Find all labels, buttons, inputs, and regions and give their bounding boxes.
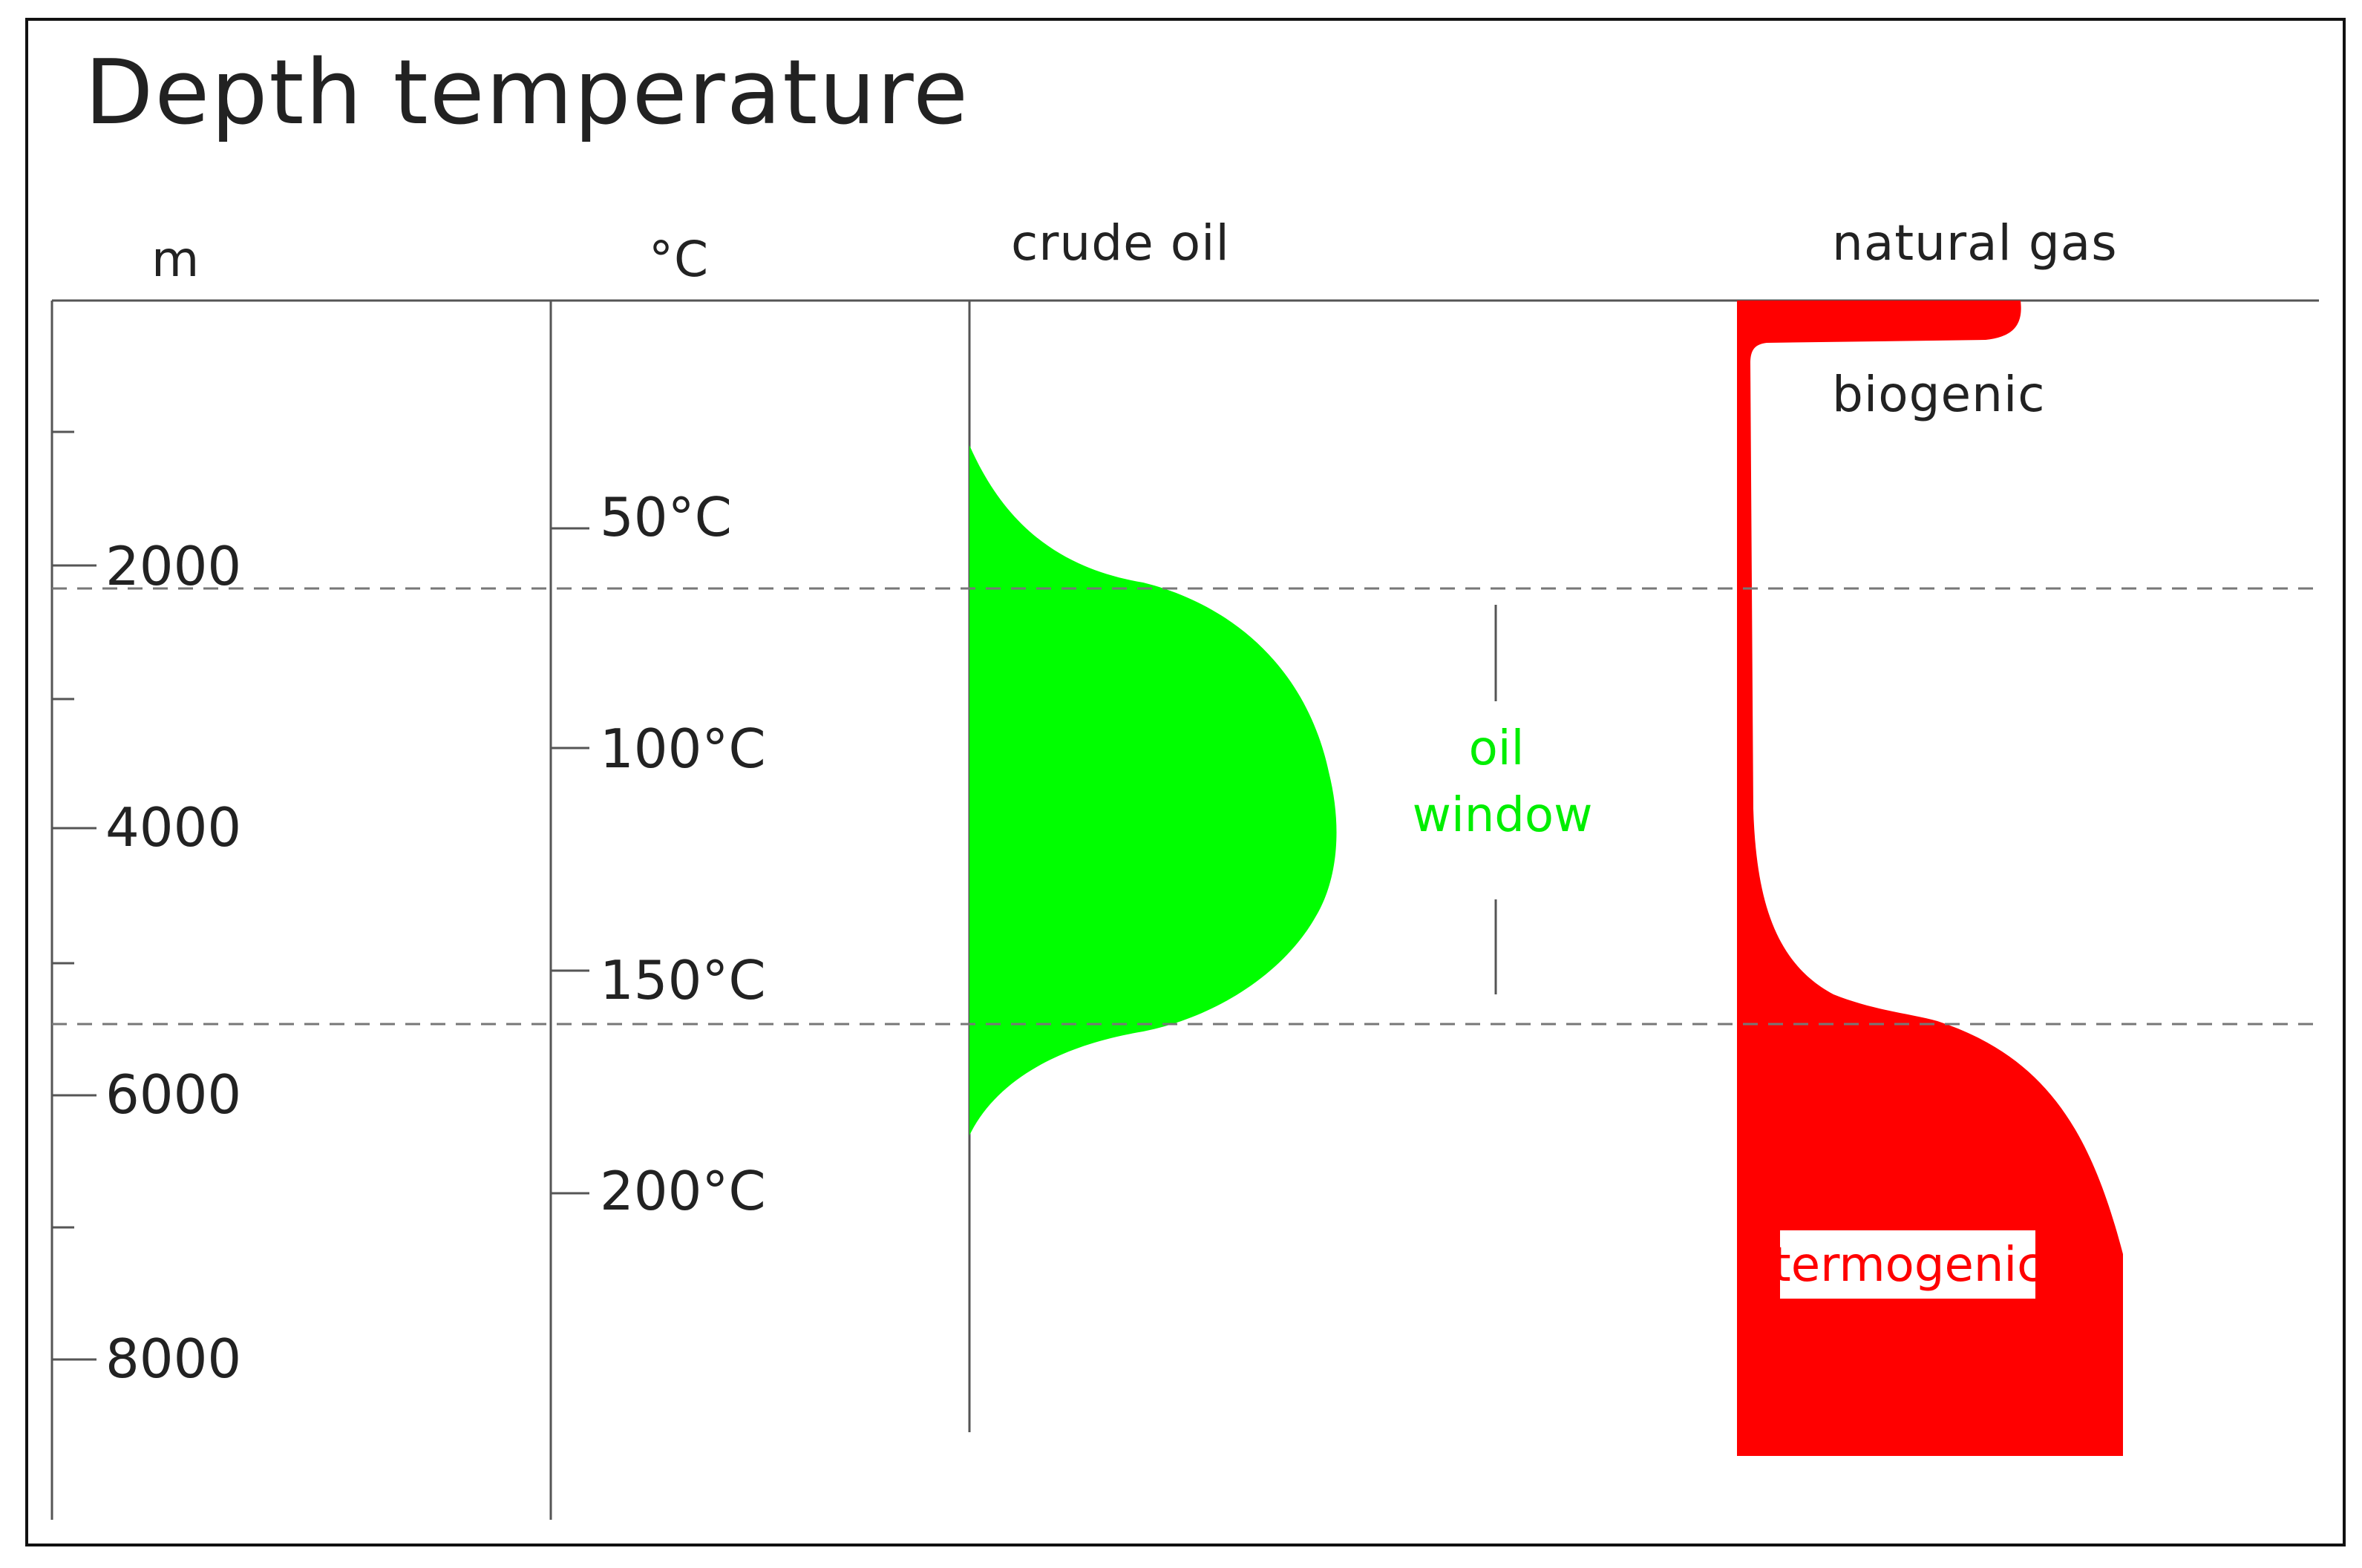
natural-gas-generation-curve xyxy=(1737,301,2123,1456)
crude-oil-generation-curve xyxy=(969,445,1337,1135)
biogenic-label: biogenic xyxy=(1832,366,2046,423)
temp-label-200: 200°C xyxy=(600,1160,766,1222)
depth-label-8000: 8000 xyxy=(105,1328,241,1390)
depth-label-4000: 4000 xyxy=(105,796,241,859)
oil-window-label: oil xyxy=(1469,721,1525,776)
termogenic-label: termogenic xyxy=(1773,1238,2044,1293)
depth-label-6000: 6000 xyxy=(105,1063,241,1126)
temp-label-100: 100°C xyxy=(600,718,766,780)
natural-gas-header: natural gas xyxy=(1832,214,2118,272)
temp-label-150: 150°C xyxy=(600,949,766,1011)
temp-label-50: 50°C xyxy=(600,486,732,548)
depth-unit-header: m xyxy=(151,231,200,288)
diagram-title: Depth temperature xyxy=(85,42,969,145)
depth-label-2000: 2000 xyxy=(105,535,241,597)
oil-window-label-line2: window xyxy=(1413,788,1593,843)
termogenic-label-box xyxy=(1780,1230,2035,1299)
temperature-unit-header: °C xyxy=(649,231,709,288)
crude-oil-header: crude oil xyxy=(1011,214,1230,272)
